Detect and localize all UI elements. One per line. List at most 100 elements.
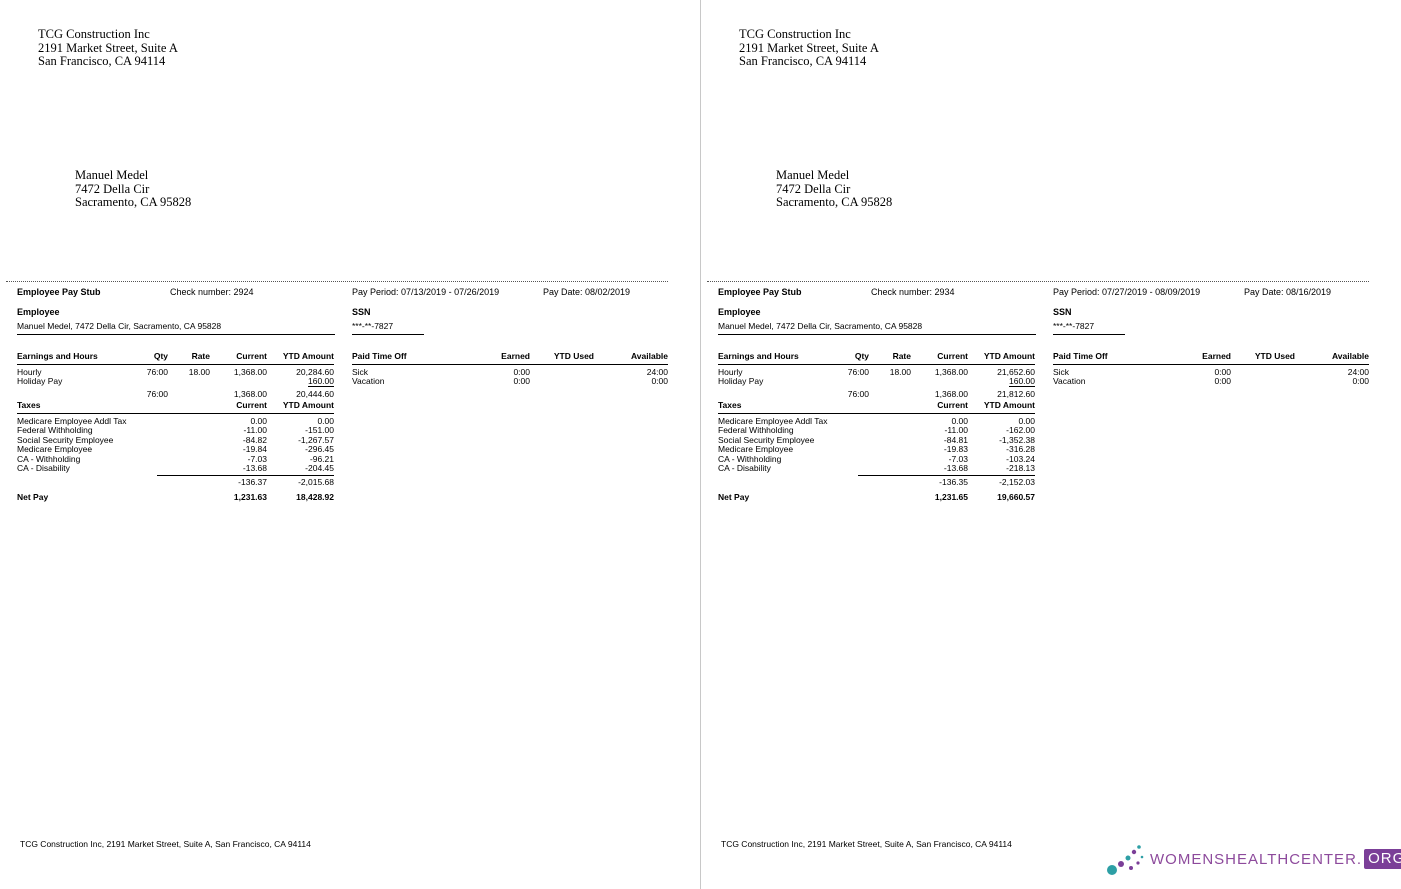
- tax-row-ytd: -218.13: [1006, 463, 1035, 473]
- tax-row: Medicare Employee -19.83 -316.28: [718, 444, 1035, 455]
- tax-row-current: -7.03: [948, 453, 968, 464]
- tax-row-name: Medicare Employee Addl Tax: [718, 415, 828, 426]
- taxes-table: Taxes Current YTD Amount Medicare Employ…: [17, 400, 334, 488]
- earnings-row-name: Hourly: [17, 366, 42, 377]
- net-pay-current: 1,231.65: [934, 492, 968, 502]
- pto-row-earned: 0:00: [513, 366, 530, 377]
- tax-row-name: Social Security Employee: [718, 434, 815, 445]
- tax-row: CA - Disability -13.68 -218.13: [718, 463, 1035, 474]
- tax-row: Social Security Employee -84.82 -1,267.5…: [17, 434, 334, 446]
- earnings-row-rate: 18.00: [889, 366, 911, 377]
- employee-address-block: Manuel Medel 7472 Della Cir Sacramento, …: [75, 168, 191, 210]
- pto-row-available: 0:00: [1352, 376, 1369, 386]
- tax-row: CA - Disability -13.68 -204.45: [17, 463, 334, 474]
- company-address-block: TCG Construction Inc 2191 Market Street,…: [38, 27, 178, 69]
- pto-row-name: Sick: [1053, 366, 1070, 377]
- net-pay-ytd: 18,428.92: [296, 492, 334, 502]
- pto-header-row: Paid Time Off Earned YTD Used Available: [352, 351, 668, 365]
- employee-label: Employee: [718, 307, 761, 317]
- earnings-row: Hourly 76:00 18.00 1,368.00 21,652.60: [718, 366, 1035, 378]
- earnings-header-row: Earnings and Hours Qty Rate Current YTD …: [718, 351, 1035, 365]
- ssn-value: ***-**-7827: [352, 321, 424, 335]
- stub-header-row: Employee Pay Stub Check number: 2934 Pay…: [707, 287, 1369, 299]
- taxes-col-current: Current: [236, 400, 267, 410]
- taxes-total-ytd: -2,015.68: [267, 474, 334, 488]
- earnings-col-rate: Rate: [191, 351, 210, 361]
- earnings-total-ytd: 21,812.60: [997, 388, 1035, 399]
- pto-col-available: Available: [1331, 351, 1369, 361]
- tax-row-name: CA - Disability: [17, 463, 70, 473]
- taxes-total-spacer: [17, 475, 157, 488]
- employee-address-line1: 7472 Della Cir: [776, 181, 851, 196]
- earnings-total-current: 1,368.00: [934, 388, 968, 399]
- paid-time-off-table: Paid Time Off Earned YTD Used Available …: [1053, 351, 1369, 387]
- earnings-row-ytd: 160.00: [1009, 376, 1035, 386]
- taxes-header-row: Taxes Current YTD Amount: [718, 400, 1035, 414]
- earnings-col-current: Current: [937, 351, 968, 361]
- pay-period: Pay Period: 07/13/2019 - 07/26/2019: [352, 287, 500, 297]
- earnings-col-ytd: YTD Amount: [282, 351, 334, 361]
- earnings-total-rate: [168, 390, 210, 400]
- earnings-row-rate: 18.00: [188, 366, 210, 377]
- pay-stub-title: Employee Pay Stub: [17, 287, 101, 297]
- company-address-line1: 2191 Market Street, Suite A: [38, 40, 178, 55]
- earnings-row-qty: 76:00: [146, 366, 168, 377]
- taxes-col-current: Current: [937, 400, 968, 410]
- pto-row-ytd-used: [1231, 377, 1295, 387]
- tax-row-name: Medicare Employee: [17, 444, 93, 454]
- tax-row: Medicare Employee Addl Tax 0.00 0.00: [718, 415, 1035, 427]
- pay-stub-section: Employee Pay Stub Check number: 2924 Pay…: [6, 281, 668, 521]
- pto-row-name: Vacation: [1053, 376, 1086, 386]
- stub-header-row: Employee Pay Stub Check number: 2924 Pay…: [6, 287, 668, 299]
- tax-row-name: Federal Withholding: [17, 425, 93, 435]
- tax-row-ytd: -103.24: [1006, 453, 1035, 464]
- tax-row-current: -7.03: [247, 453, 267, 464]
- earnings-col-ytd: YTD Amount: [983, 351, 1035, 361]
- pto-row-available: 24:00: [646, 366, 668, 377]
- ssn-block: SSN ***-**-7827: [352, 307, 424, 335]
- company-address-line1: 2191 Market Street, Suite A: [739, 40, 879, 55]
- tax-row-name: CA - Withholding: [718, 453, 782, 464]
- earnings-total-qty: 76:00: [847, 388, 869, 399]
- taxes-header-row: Taxes Current YTD Amount: [17, 400, 334, 414]
- tax-row-name: Medicare Employee Addl Tax: [17, 415, 127, 426]
- taxes-total-row: -136.37 -2,015.68: [17, 474, 334, 488]
- taxes-total-row: -136.35 -2,152.03: [718, 474, 1035, 488]
- pto-title: Paid Time Off: [1053, 351, 1108, 361]
- tax-row: CA - Withholding -7.03 -103.24: [718, 453, 1035, 465]
- employee-name: Manuel Medel: [75, 168, 149, 182]
- employee-address-block: Manuel Medel 7472 Della Cir Sacramento, …: [776, 168, 893, 210]
- earnings-row-current: [911, 377, 968, 387]
- pto-row-earned: 0:00: [513, 376, 530, 386]
- tax-row-name: CA - Withholding: [17, 453, 81, 464]
- employee-name: Manuel Medel: [776, 168, 850, 182]
- taxes-table: Taxes Current YTD Amount Medicare Employ…: [718, 400, 1035, 488]
- pto-row-name: Sick: [352, 366, 369, 377]
- page-footer: TCG Construction Inc, 2191 Market Street…: [20, 839, 311, 849]
- tax-row-name: Social Security Employee: [17, 434, 114, 445]
- net-pay-label: Net Pay: [718, 492, 750, 502]
- paid-time-off-table: Paid Time Off Earned YTD Used Available …: [352, 351, 668, 387]
- tax-row-name: Medicare Employee: [718, 444, 794, 454]
- earnings-col-rate: Rate: [892, 351, 911, 361]
- pto-row-earned: 0:00: [1214, 366, 1231, 377]
- earnings-row-ytd: 20,284.60: [296, 366, 334, 377]
- ssn-label: SSN: [1053, 307, 1072, 317]
- tax-row: Federal Withholding -11.00 -162.00: [718, 425, 1035, 436]
- page-divider: [700, 0, 701, 889]
- pto-row: Vacation 0:00 0:00: [1053, 376, 1369, 387]
- tax-row-ytd: -151.00: [305, 425, 334, 435]
- earnings-table: Earnings and Hours Qty Rate Current YTD …: [17, 351, 334, 400]
- taxes-total-current: -136.37: [157, 474, 267, 488]
- taxes-col-ytd: YTD Amount: [983, 400, 1035, 410]
- employee-address-line2: Sacramento, CA 95828: [776, 195, 893, 209]
- tax-row-ytd: -162.00: [1006, 425, 1035, 435]
- earnings-header-row: Earnings and Hours Qty Rate Current YTD …: [17, 351, 334, 365]
- earnings-row-current: 1,368.00: [233, 366, 267, 377]
- ssn-block: SSN ***-**-7827: [1053, 307, 1125, 335]
- employee-label: Employee: [17, 307, 60, 317]
- tax-row-current: -13.68: [242, 463, 267, 473]
- tax-row-ytd: -96.21: [309, 453, 334, 464]
- tax-row-ytd: -316.28: [1006, 444, 1035, 454]
